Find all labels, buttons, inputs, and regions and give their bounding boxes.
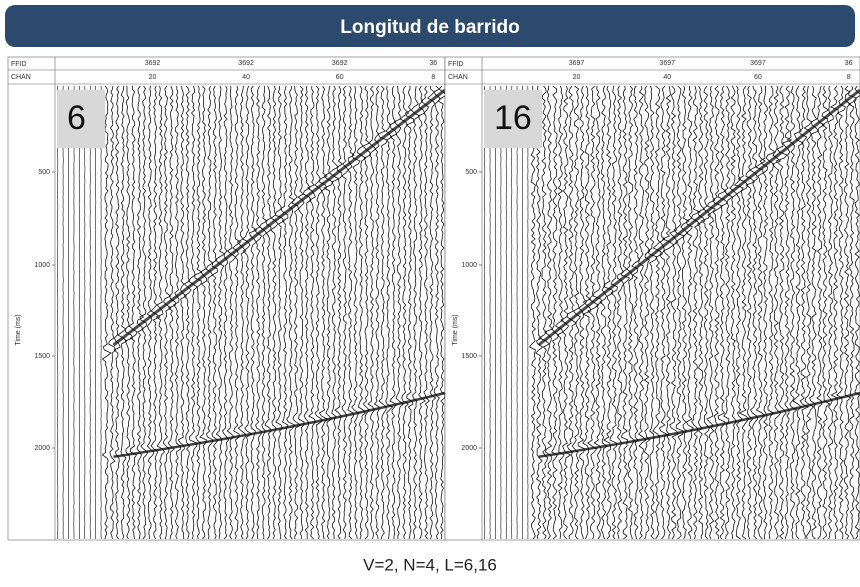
time-axis-label: Time (ms)	[15, 314, 22, 345]
time-tick-label: 1000	[461, 262, 477, 269]
time-tick-label: 2000	[461, 445, 477, 452]
chan-value: 20	[149, 74, 157, 81]
seismic-panel: FFID CHAN 3692 20 3692 40 3692 60 36 8 500 1000 1500…	[8, 57, 447, 540]
time-tick-label: 1000	[34, 262, 50, 269]
panels: FFID CHAN 3692 20 3692 40 3692 60 36 8 500 1000 1500…	[8, 57, 860, 540]
panel-label: 6	[67, 99, 86, 137]
time-tick-label: 2000	[34, 445, 50, 452]
chan-label: CHAN	[448, 74, 468, 81]
ffid-value: 3692	[238, 60, 254, 67]
panel-label: 16	[494, 99, 532, 137]
chan-value: 40	[242, 74, 250, 81]
ffid-value: 3692	[332, 60, 348, 67]
seismic-panel: FFID CHAN 3697 20 3697 40 3697 60 36 8 500 1000 1500…	[445, 57, 860, 540]
time-tick-label: 500	[465, 169, 477, 176]
time-tick-label: 1500	[461, 353, 477, 360]
chan-value: 60	[336, 74, 344, 81]
chan-label: CHAN	[11, 74, 31, 81]
caption: V=2, N=4, L=6,16	[363, 555, 497, 574]
time-tick-label: 500	[38, 169, 50, 176]
time-tick-label: 1500	[34, 353, 50, 360]
ffid-label: FFID	[11, 61, 27, 68]
ffid-value: 36	[845, 60, 853, 67]
chan-value: 60	[754, 74, 762, 81]
ffid-value: 3697	[569, 60, 585, 67]
title: Longitud de barrido	[340, 17, 519, 38]
ffid-value: 3697	[750, 60, 766, 67]
ffid-value: 3697	[659, 60, 675, 67]
chan-value: 8	[431, 74, 435, 81]
chan-value: 20	[573, 74, 581, 81]
time-axis-label: Time (ms)	[452, 314, 459, 345]
ffid-label: FFID	[448, 61, 464, 68]
chan-value: 40	[663, 74, 671, 81]
ffid-value: 3692	[145, 60, 161, 67]
chan-value: 8	[847, 74, 851, 81]
ffid-value: 36	[429, 60, 437, 67]
